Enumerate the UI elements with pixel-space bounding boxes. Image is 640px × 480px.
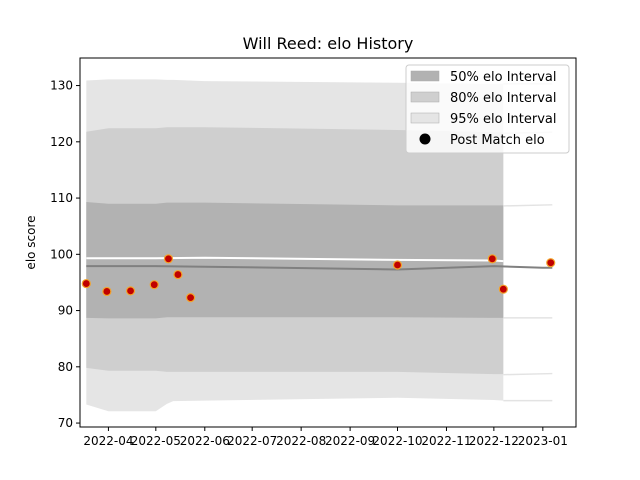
y-tick-label-5: 120 [50, 135, 73, 149]
y-tick-label-2: 90 [58, 304, 73, 318]
legend-label-50: 50% elo Interval [450, 70, 557, 85]
chart-title: Will Reed: elo History [243, 34, 414, 53]
y-tick-label-3: 100 [50, 247, 73, 261]
band-50-interval [86, 202, 504, 319]
x-tick-label-8: 2022-12 [469, 434, 519, 448]
legend-swatch-95 [410, 112, 440, 124]
y-tick-label-0: 70 [58, 416, 73, 430]
x-tick-label-9: 2023-01 [518, 434, 568, 448]
legend: 50% elo Interval 80% elo Interval 95% el… [405, 64, 570, 154]
x-tick-label-2: 2022-06 [180, 434, 230, 448]
x-tick-label-0: 2022-04 [83, 434, 133, 448]
plot-area [81, 79, 556, 412]
post-match-point-7 [392, 260, 403, 270]
post-match-point-1 [102, 286, 112, 297]
post-match-point-8 [487, 254, 497, 264]
post-match-point-10 [546, 258, 556, 268]
legend-box [405, 64, 570, 154]
y-axis-label: elo score [24, 215, 38, 269]
post-match-point-3 [149, 280, 159, 290]
axes-frame [79, 57, 577, 428]
post-match-point-5 [173, 269, 183, 280]
x-tick-label-4: 2022-08 [276, 434, 326, 448]
x-tick-label-1: 2022-05 [131, 434, 181, 448]
x-tick-label-5: 2022-09 [325, 434, 375, 448]
legend-swatch-80 [410, 91, 440, 103]
y-tick-label-6: 130 [50, 79, 73, 93]
post-match-point-9 [498, 284, 508, 294]
x-tick-label-3: 2022-07 [227, 434, 277, 448]
legend-label-95: 95% elo Interval [450, 112, 557, 127]
post-match-point-6 [185, 293, 196, 303]
post-match-point-0 [81, 278, 91, 289]
post-match-point-2 [125, 286, 136, 296]
x-tick-label-7: 2022-11 [421, 434, 471, 448]
y-tick-label-4: 110 [50, 191, 73, 205]
mean-elo-line [86, 265, 553, 271]
legend-label-post-match: Post Match elo [450, 133, 545, 148]
legend-swatch-50 [410, 70, 440, 82]
axis-ticks: 7080901001101201302022-042022-052022-062… [50, 79, 568, 448]
interval-edge-band50-upper [503, 204, 553, 207]
interval-edge-band80-lower [503, 372, 553, 376]
x-tick-label-6: 2022-10 [372, 434, 422, 448]
post-match-point-4 [163, 254, 174, 264]
y-tick-label-1: 80 [58, 360, 73, 374]
legend-marker-post-match [419, 133, 431, 145]
legend-label-80: 80% elo Interval [450, 91, 557, 106]
